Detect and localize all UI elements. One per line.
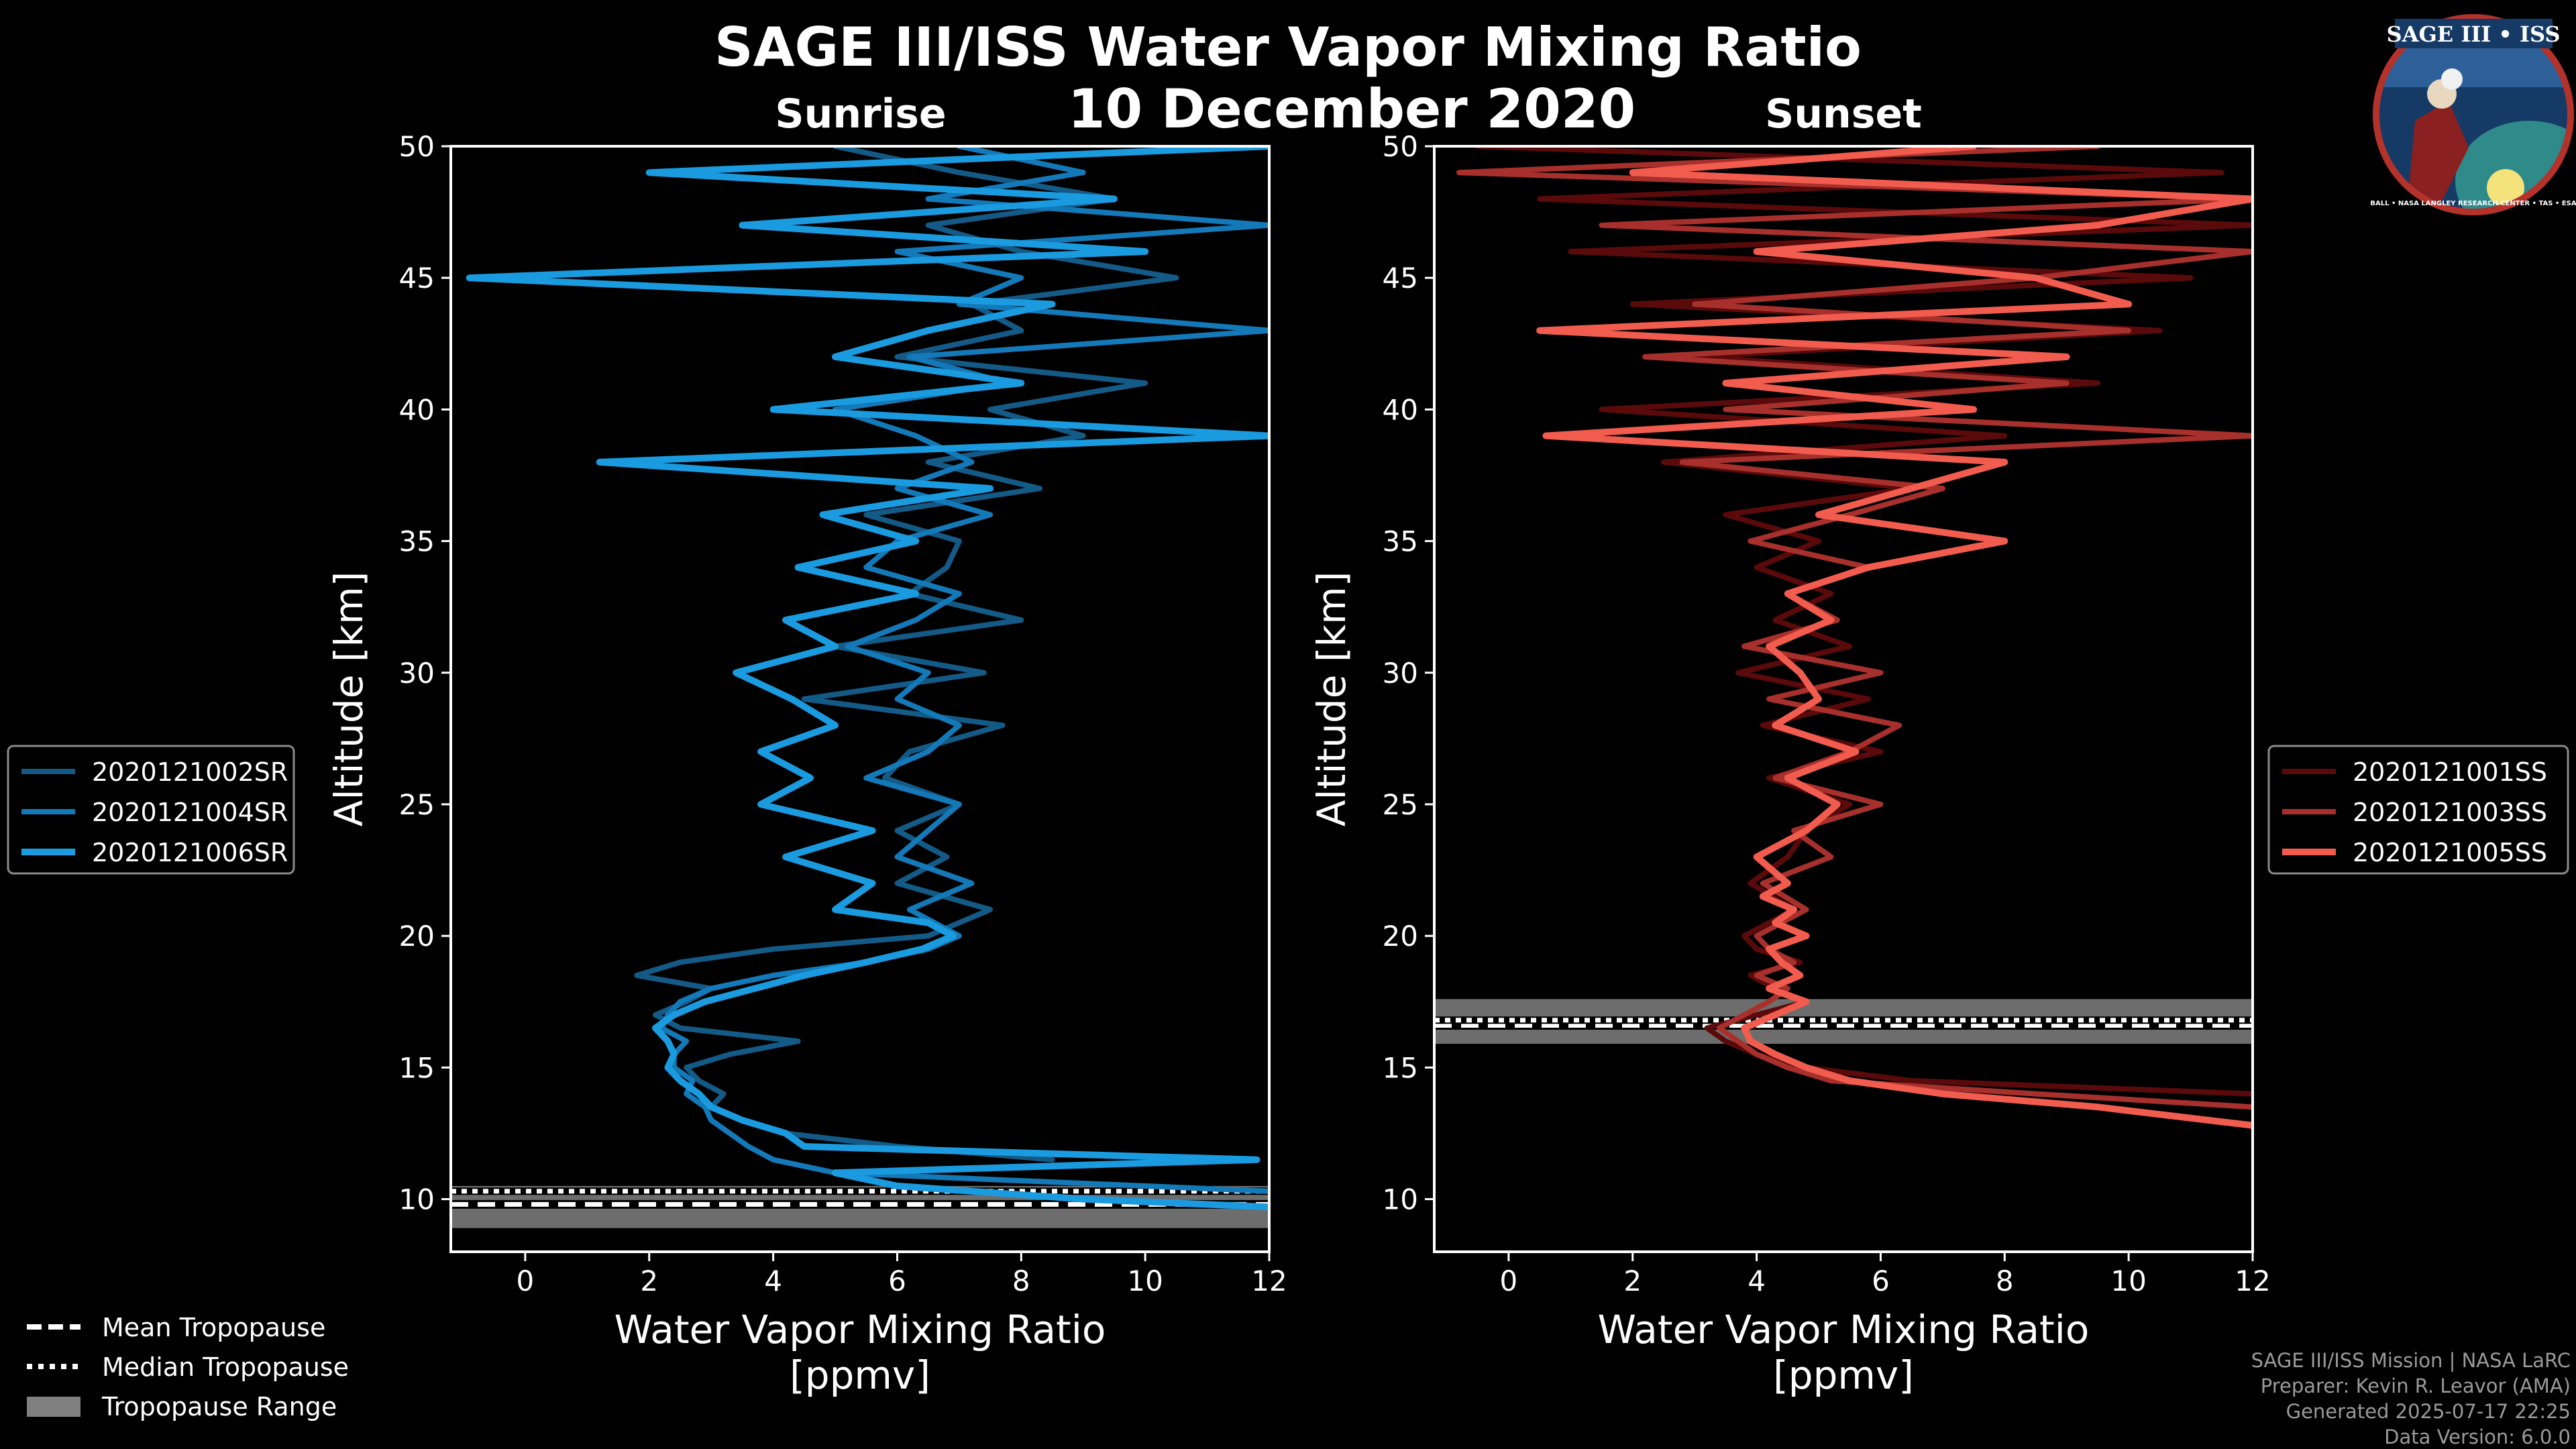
- x-tick-label: 12: [1251, 1265, 1287, 1297]
- y-tick-label: 45: [1383, 262, 1418, 294]
- legend-range-swatch: [27, 1397, 80, 1417]
- x-tick-label: 6: [888, 1265, 906, 1297]
- y-tick-label: 35: [399, 525, 435, 558]
- legend-label-2020121001SS: 2020121001SS: [2353, 757, 2547, 787]
- mission-logo: SAGE III • ISS BALL • NASA LANGLEY RESEA…: [2370, 14, 2576, 215]
- panel-title: Sunset: [1765, 91, 1922, 138]
- x-tick-label: 6: [1872, 1265, 1890, 1297]
- legend-label-2020121006SR: 2020121006SR: [92, 838, 288, 867]
- logo-ring-text: BALL • NASA LANGLEY RESEARCH CENTER • TA…: [2370, 200, 2576, 207]
- y-tick-label: 25: [399, 788, 435, 821]
- x-tick-label: 0: [517, 1265, 535, 1297]
- x-tick-label: 8: [1996, 1265, 2014, 1297]
- y-tick-label: 25: [1383, 788, 1418, 821]
- series-line-2020121006SR: [466, 146, 1269, 1211]
- metadata-footer: SAGE III/ISS Mission | NASA LaRC Prepare…: [2251, 1349, 2571, 1448]
- y-tick-label: 10: [399, 1183, 435, 1216]
- sunrise-legend: 2020121002SR 2020121004SR 2020121006SR: [7, 745, 295, 875]
- x-tick-label: 2: [1623, 1265, 1642, 1297]
- y-tick-label: 45: [399, 262, 435, 294]
- x-axis-label-line1: Water Vapor Mixing Ratio: [614, 1307, 1106, 1352]
- y-tick-label: 40: [399, 393, 435, 426]
- y-axis-label: Altitude [km]: [1309, 572, 1354, 826]
- y-tick-label: 15: [399, 1051, 435, 1084]
- y-tick-label: 50: [1383, 130, 1418, 163]
- x-axis-label-line1: Water Vapor Mixing Ratio: [1598, 1307, 2090, 1352]
- figure-date: 10 December 2020: [1068, 78, 1635, 140]
- plot-frame: [1433, 145, 2254, 1253]
- plot-area: [1434, 146, 2253, 1129]
- x-axis-label-line2: [ppmv]: [790, 1352, 930, 1398]
- legend-median-label: Median Tropopause: [102, 1352, 349, 1382]
- plot-frame: [449, 145, 1271, 1253]
- figure-title: SAGE III/ISS Water Vapor Mixing Ratio: [714, 16, 1862, 78]
- meta-preparer: Preparer: Kevin R. Leavor (AMA): [2261, 1375, 2571, 1397]
- tropopause-legend: Mean Tropopause Median Tropopause Tropopau…: [27, 1313, 349, 1421]
- x-tick-label: 4: [1748, 1265, 1766, 1297]
- x-axis-label-line2: [ppmv]: [1773, 1352, 1914, 1398]
- legend-range-label: Tropopause Range: [101, 1392, 337, 1421]
- legend-label-2020121004SR: 2020121004SR: [92, 798, 288, 827]
- y-tick-label: 20: [1383, 920, 1418, 953]
- x-tick-label: 4: [764, 1265, 782, 1297]
- sunrise-panel: Sunrise 0 2 4 6 8 10 12 10 15 20 25 30 35 40 45 50 Water …: [326, 91, 1287, 1398]
- plot-area: [451, 146, 1269, 1228]
- x-tick-label: 2: [640, 1265, 658, 1297]
- series-line-2020121004SR: [659, 146, 1269, 1194]
- x-tick-label: 0: [1500, 1265, 1518, 1297]
- series-line-2020121003SS: [1456, 146, 2253, 1110]
- legend-label-2020121002SR: 2020121002SR: [92, 757, 288, 787]
- logo-text: SAGE III • ISS: [2387, 21, 2561, 47]
- y-tick-label: 35: [1383, 525, 1418, 558]
- x-tick-label: 8: [1012, 1265, 1030, 1297]
- legend-label-2020121005SS: 2020121005SS: [2353, 838, 2547, 867]
- y-tick-label: 20: [399, 920, 435, 953]
- x-tick-label: 10: [2110, 1265, 2146, 1297]
- x-tick-label: 10: [1127, 1265, 1163, 1297]
- legend-frame: [7, 745, 295, 875]
- meta-mission: SAGE III/ISS Mission | NASA LaRC: [2251, 1349, 2571, 1372]
- x-tick-label: 12: [2235, 1265, 2270, 1297]
- y-tick-label: 30: [1383, 657, 1418, 690]
- panel-title: Sunrise: [775, 91, 946, 138]
- y-tick-label: 50: [399, 130, 435, 163]
- legend-frame: [2267, 745, 2569, 875]
- y-axis-label: Altitude [km]: [326, 572, 372, 826]
- sunset-legend: 2020121001SS 2020121003SS 2020121005SS: [2267, 745, 2569, 875]
- meta-generated: Generated 2025-07-17 22:25: [2286, 1400, 2571, 1423]
- y-tick-label: 30: [399, 657, 435, 690]
- y-tick-label: 15: [1383, 1051, 1418, 1084]
- legend-mean-label: Mean Tropopause: [102, 1313, 325, 1342]
- legend-label-2020121003SS: 2020121003SS: [2353, 798, 2547, 827]
- meta-version: Data Version: 6.0.0: [2384, 1426, 2571, 1448]
- series-line-2020121005SS: [1536, 146, 2253, 1129]
- y-tick-label: 40: [1383, 393, 1418, 426]
- y-tick-label: 10: [1383, 1183, 1418, 1216]
- sunset-panel: Sunset 0 2 4 6 8 10 12 10 15 20 25 30 35 40 45 50 Water V…: [1309, 91, 2271, 1398]
